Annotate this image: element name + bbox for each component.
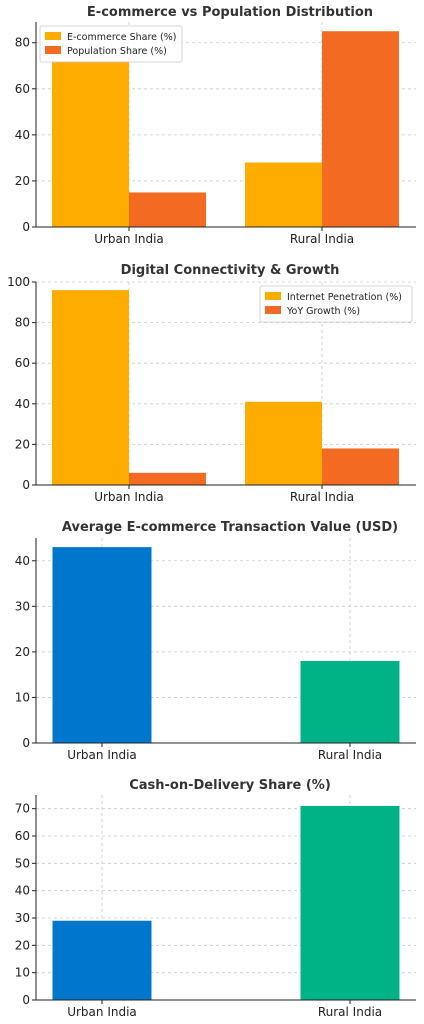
legend: Internet Penetration (%) YoY Growth (%) xyxy=(259,285,413,323)
bar-rural-india xyxy=(300,805,400,1000)
legend-label: Population Share (%) xyxy=(67,46,167,57)
y-tick-label: 20 xyxy=(15,645,30,659)
y-tick-label: 0 xyxy=(22,478,30,492)
bar-urban-india-series-1 xyxy=(52,61,129,227)
bar-rural-india-series-2 xyxy=(322,31,399,227)
y-tick-label: 60 xyxy=(15,356,30,370)
legend-label: E-commerce Share (%) xyxy=(67,32,176,43)
y-tick-label: 40 xyxy=(15,884,30,898)
x-tick-label: Urban India xyxy=(67,1005,137,1019)
bar-rural-india-series-2 xyxy=(322,448,399,485)
y-tick-label: 20 xyxy=(15,174,30,188)
chart-title: E-commerce vs Population Distribution xyxy=(87,5,373,20)
y-tick-label: 100 xyxy=(7,275,30,289)
y-tick-label: 40 xyxy=(15,397,30,411)
legend-swatch xyxy=(265,292,281,300)
y-tick-label: 60 xyxy=(15,82,30,96)
y-tick-label: 80 xyxy=(15,36,30,50)
y-tick-label: 40 xyxy=(15,128,30,142)
y-tick-label: 0 xyxy=(22,993,30,1007)
legend-label: Internet Penetration (%) xyxy=(287,292,402,303)
legend-box xyxy=(39,25,183,63)
bar-urban-india xyxy=(52,920,152,1000)
legend-box xyxy=(259,285,413,323)
y-tick-label: 40 xyxy=(15,554,30,568)
bar-urban-india-series-2 xyxy=(129,192,206,227)
y-tick-label: 0 xyxy=(22,220,30,234)
y-tick-label: 0 xyxy=(22,736,30,750)
chart-2: Digital Connectivity & Growth 0 20 40 60 80 10… xyxy=(7,263,416,504)
chart-3: Average E-commerce Transaction Value (US… xyxy=(15,520,416,762)
y-tick-label: 20 xyxy=(15,437,30,451)
bar-urban-india-series-1 xyxy=(52,290,129,485)
chart-title: Average E-commerce Transaction Value (US… xyxy=(62,520,398,535)
chart-4: Cash-on-Delivery Share (%) 0 10 20 30 40 50 60 7… xyxy=(15,778,416,1019)
bar-rural-india xyxy=(300,661,400,743)
chart-title: Cash-on-Delivery Share (%) xyxy=(129,778,331,793)
y-tick-label: 60 xyxy=(15,829,30,843)
bar-urban-india-series-2 xyxy=(129,472,206,485)
x-tick-label: Urban India xyxy=(67,748,137,762)
bar-rural-india-series-1 xyxy=(245,162,322,227)
y-tick-label: 70 xyxy=(15,802,30,816)
chart-1: E-commerce vs Population Distribution 0 20… xyxy=(15,5,416,246)
x-tick-label: Urban India xyxy=(94,490,164,504)
x-tick-label: Rural India xyxy=(318,1005,382,1019)
y-tick-label: 30 xyxy=(15,911,30,925)
y-tick-label: 10 xyxy=(15,966,30,980)
legend-swatch xyxy=(45,46,61,54)
y-tick-label: 80 xyxy=(15,316,30,330)
x-tick-label: Urban India xyxy=(94,232,164,246)
x-tick-label: Rural India xyxy=(290,232,354,246)
y-tick-label: 10 xyxy=(15,690,30,704)
y-tick-label: 30 xyxy=(15,599,30,613)
y-tick-label: 20 xyxy=(15,938,30,952)
chart-title: Digital Connectivity & Growth xyxy=(121,263,340,278)
y-tick-label: 50 xyxy=(15,856,30,870)
x-tick-label: Rural India xyxy=(318,748,382,762)
legend-swatch xyxy=(265,306,281,314)
bar-rural-india-series-1 xyxy=(245,401,322,485)
x-tick-label: Rural India xyxy=(290,490,354,504)
legend-swatch xyxy=(45,32,61,40)
legend: E-commerce Share (%) Population Share (%) xyxy=(39,25,183,63)
legend-label: YoY Growth (%) xyxy=(286,306,360,317)
bar-urban-india xyxy=(52,547,152,743)
